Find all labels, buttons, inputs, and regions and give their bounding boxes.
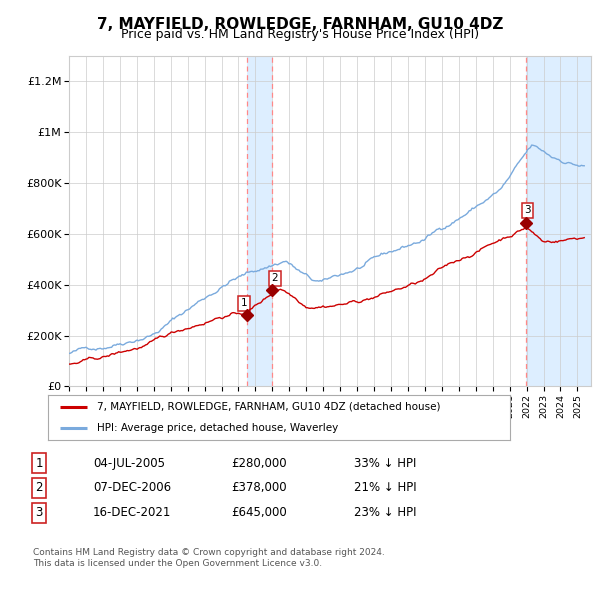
Bar bbox=[526, 56, 591, 386]
Text: 33% ↓ HPI: 33% ↓ HPI bbox=[354, 457, 416, 470]
Text: 7, MAYFIELD, ROWLEDGE, FARNHAM, GU10 4DZ: 7, MAYFIELD, ROWLEDGE, FARNHAM, GU10 4DZ bbox=[97, 17, 503, 31]
Text: 7, MAYFIELD, ROWLEDGE, FARNHAM, GU10 4DZ (detached house): 7, MAYFIELD, ROWLEDGE, FARNHAM, GU10 4DZ… bbox=[97, 402, 440, 412]
Text: 04-JUL-2005: 04-JUL-2005 bbox=[93, 457, 165, 470]
Bar bbox=[247, 56, 272, 386]
Text: This data is licensed under the Open Government Licence v3.0.: This data is licensed under the Open Gov… bbox=[33, 559, 322, 568]
Text: 3: 3 bbox=[35, 506, 43, 519]
Text: £645,000: £645,000 bbox=[231, 506, 287, 519]
Text: Price paid vs. HM Land Registry's House Price Index (HPI): Price paid vs. HM Land Registry's House … bbox=[121, 28, 479, 41]
Text: HPI: Average price, detached house, Waverley: HPI: Average price, detached house, Wave… bbox=[97, 423, 338, 433]
Text: Contains HM Land Registry data © Crown copyright and database right 2024.: Contains HM Land Registry data © Crown c… bbox=[33, 548, 385, 556]
Text: £378,000: £378,000 bbox=[231, 481, 287, 494]
Text: 16-DEC-2021: 16-DEC-2021 bbox=[93, 506, 172, 519]
Text: 1: 1 bbox=[35, 457, 43, 470]
Text: 21% ↓ HPI: 21% ↓ HPI bbox=[354, 481, 416, 494]
Text: 23% ↓ HPI: 23% ↓ HPI bbox=[354, 506, 416, 519]
Text: 07-DEC-2006: 07-DEC-2006 bbox=[93, 481, 171, 494]
Text: 3: 3 bbox=[524, 205, 531, 215]
Text: 1: 1 bbox=[241, 298, 248, 308]
Text: £280,000: £280,000 bbox=[231, 457, 287, 470]
Text: 2: 2 bbox=[35, 481, 43, 494]
Text: 2: 2 bbox=[272, 273, 278, 283]
